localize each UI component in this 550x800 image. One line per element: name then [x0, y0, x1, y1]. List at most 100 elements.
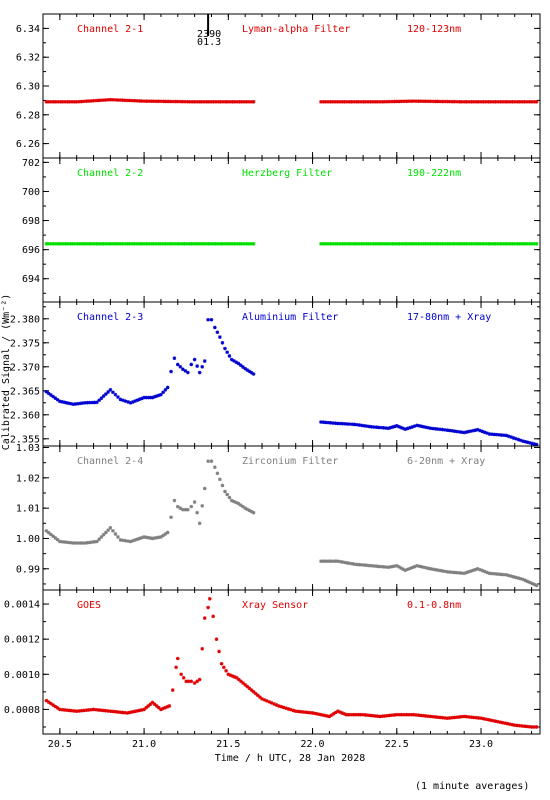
data-point [516, 437, 521, 442]
data-point [445, 242, 450, 246]
data-point [202, 616, 207, 620]
data-point [281, 705, 286, 710]
data-point [496, 100, 500, 104]
data-point [342, 712, 346, 716]
data-point [132, 709, 137, 714]
data-point [447, 99, 452, 104]
y-tick-label: 2.370 [10, 362, 40, 373]
data-point [232, 499, 236, 504]
data-point [522, 724, 527, 729]
data-point [416, 242, 421, 246]
data-point [515, 242, 520, 246]
data-point [323, 100, 328, 104]
data-point [459, 100, 464, 104]
data-point [55, 397, 60, 402]
data-point [183, 99, 187, 104]
data-point [343, 560, 347, 565]
data-point [247, 686, 252, 691]
data-point [68, 242, 73, 246]
channel-label: Channel 2-4 [77, 456, 143, 467]
data-point [108, 242, 113, 246]
data-point [457, 430, 462, 434]
data-point [197, 242, 201, 246]
data-point [520, 242, 524, 246]
data-point [163, 705, 167, 710]
data-point [194, 242, 199, 246]
data-point [409, 242, 414, 246]
y-tick-label: 694 [22, 274, 40, 285]
data-point [494, 432, 499, 437]
data-point [182, 242, 187, 246]
data-point [390, 99, 394, 104]
data-point [215, 471, 220, 476]
data-point [128, 539, 133, 544]
data-point [200, 647, 205, 651]
data-point [69, 401, 73, 406]
data-point [376, 425, 381, 430]
data-point [462, 100, 466, 104]
data-point [323, 242, 328, 246]
data-point [87, 242, 92, 246]
data-point [367, 563, 371, 568]
data-point [208, 242, 213, 246]
data-point [209, 100, 213, 104]
data-point [469, 242, 474, 246]
data-point [474, 100, 479, 104]
data-point [163, 532, 168, 536]
data-point [352, 100, 356, 104]
data-point [154, 99, 158, 104]
data-point [325, 714, 330, 718]
data-point [70, 708, 74, 713]
data-point [108, 97, 113, 102]
data-point [354, 712, 358, 717]
data-point [362, 242, 366, 246]
data-point [329, 713, 334, 717]
data-point [508, 242, 512, 246]
data-point [518, 438, 523, 443]
data-point [404, 242, 409, 246]
data-point [62, 540, 67, 544]
data-point [175, 99, 180, 104]
data-point [408, 566, 412, 571]
data-point [455, 570, 459, 575]
data-point [356, 712, 361, 717]
data-point [204, 100, 209, 104]
data-point [361, 100, 366, 104]
data-point [493, 719, 498, 724]
data-point [328, 559, 333, 563]
data-point [165, 530, 170, 535]
data-point [510, 242, 515, 246]
data-point [492, 571, 497, 576]
data-point [76, 401, 80, 406]
y-tick-label: 0.0008 [4, 705, 40, 716]
data-point [435, 99, 440, 104]
x-tick-label: 22.0 [301, 739, 325, 750]
data-point [106, 709, 110, 713]
data-point [123, 242, 127, 246]
data-point [58, 242, 63, 246]
data-point [394, 712, 399, 717]
data-point [53, 100, 58, 104]
data-point [521, 439, 525, 443]
data-point [115, 710, 120, 714]
data-point [445, 428, 450, 432]
y-tick-label: 0.0010 [4, 670, 40, 681]
data-point [513, 242, 517, 246]
data-point [385, 713, 389, 718]
data-point [249, 509, 254, 514]
data-point [452, 99, 457, 104]
data-point [142, 242, 146, 246]
event-marker-label: 01.3 [197, 37, 221, 48]
data-point [154, 535, 159, 540]
data-point [435, 715, 440, 719]
panel-4: 0.99 1.00 1.01 1.02 1.03 Channel 2-4 Zirconium… [16, 443, 541, 591]
data-point [502, 572, 506, 577]
data-point [394, 99, 399, 104]
data-point [144, 395, 148, 400]
data-point [216, 100, 221, 104]
band-label: 0.1-0.8nm [407, 600, 461, 611]
data-point [144, 705, 148, 710]
data-point [213, 465, 217, 470]
data-point [168, 242, 173, 246]
data-point [126, 539, 130, 543]
